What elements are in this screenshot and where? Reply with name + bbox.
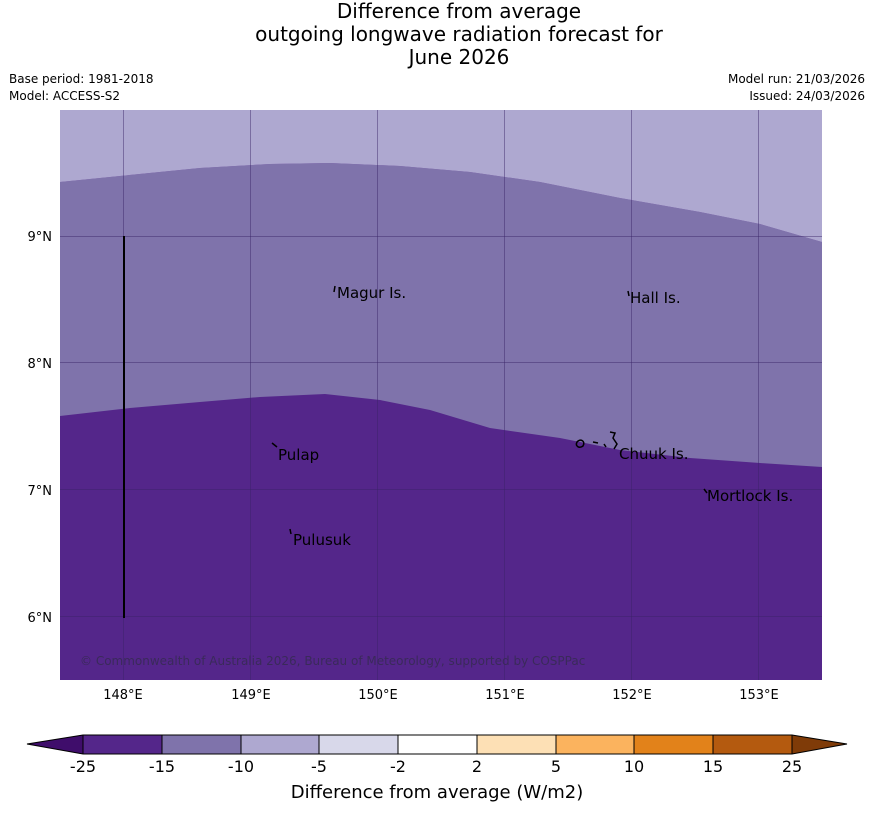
lon-tick: 153°E [739, 688, 779, 703]
colorbar-swatch [713, 735, 792, 754]
title-line-1: Difference from average [336, 0, 582, 23]
colorbar-swatch [83, 735, 162, 754]
colorbar: -25 -15 -10 -5 -2 2 5 10 15 25 Differenc… [26, 734, 848, 803]
issued-date: Issued: 24/03/2026 [749, 89, 865, 103]
colorbar-swatch [319, 735, 398, 754]
model-run: Model run: 21/03/2026 [727, 72, 865, 86]
colorbar-over-arrow [792, 735, 847, 754]
colorbar-under-arrow [27, 735, 83, 754]
place-label-hall: Hall Is. [630, 289, 681, 307]
place-label-pulusuk: Pulusuk [293, 531, 351, 549]
lon-tick: 149°E [231, 688, 271, 703]
colorbar-swatch [241, 735, 319, 754]
island-outline [703, 488, 708, 494]
colorbar-tick: -25 [70, 757, 96, 776]
lon-tick: 152°E [612, 688, 652, 703]
band-minus-15-to-minus-10 [60, 163, 822, 467]
island-outline [592, 441, 599, 444]
copyright-notice: © Commonwealth of Australia 2026, Bureau… [80, 654, 585, 668]
lat-tick-labels: 9°N 8°N 7°N 6°N [28, 230, 53, 626]
island-outlines [271, 285, 708, 535]
lat-tick: 8°N [28, 357, 53, 372]
base-period: Base period: 1981-2018 [9, 72, 154, 86]
colorbar-tick: 2 [472, 757, 482, 776]
band-minus-10-to-minus-5 [60, 110, 822, 242]
chart-title: Difference from average outgoing longwav… [0, 0, 873, 69]
island-outline [603, 443, 607, 448]
colorbar-swatch [556, 735, 634, 754]
colorbar-tick: -15 [149, 757, 175, 776]
place-label-magur: Magur Is. [337, 284, 406, 302]
chuuk-reef [609, 431, 618, 450]
lon-tick-labels: 148°E 149°E 150°E 151°E 152°E 153°E [103, 688, 779, 703]
map-area: Magur Is. Hall Is. Pulap Chuuk Is. Mortl… [60, 110, 822, 680]
colorbar-dividers [82, 735, 793, 754]
island-outline [271, 442, 278, 448]
place-label-pulap: Pulap [278, 446, 319, 464]
colorbar-tick: -10 [228, 757, 254, 776]
place-label-chuuk: Chuuk Is. [619, 445, 688, 463]
title-line-2: outgoing longwave radiation forecast for [255, 22, 663, 46]
colorbar-swatch [634, 735, 713, 754]
meta-right: Model run: 21/03/2026 Issued: 24/03/2026 [728, 71, 865, 105]
colorbar-tick: -5 [311, 757, 327, 776]
lon-tick: 151°E [485, 688, 525, 703]
lat-tick: 6°N [28, 611, 53, 626]
lon-tick: 148°E [103, 688, 143, 703]
colorbar-tick: 15 [703, 757, 723, 776]
colorbar-swatch [162, 735, 241, 754]
island-outline [289, 528, 292, 535]
island-outline [627, 290, 630, 297]
colorbar-tick-labels: -25 -15 -10 -5 -2 2 5 10 15 25 [70, 757, 802, 776]
place-label-mortlock: Mortlock Is. [707, 487, 793, 505]
lat-tick: 7°N [28, 484, 53, 499]
colorbar-tick: 5 [551, 757, 561, 776]
colorbar-tick: -2 [390, 757, 406, 776]
colorbar-tick: 25 [782, 757, 802, 776]
colorbar-tick: 10 [624, 757, 644, 776]
colorbar-label: Difference from average (W/m2) [291, 782, 583, 803]
colorbar-swatch [477, 735, 556, 754]
title-line-3: June 2026 [408, 45, 510, 69]
lat-tick: 9°N [28, 230, 53, 245]
island-outline [333, 285, 336, 293]
meta-left: Base period: 1981-2018 Model: ACCESS-S2 [9, 71, 154, 105]
lon-tick: 150°E [358, 688, 398, 703]
chuuk-lagoon-island [575, 439, 585, 448]
model-name: Model: ACCESS-S2 [9, 89, 121, 103]
colorbar-swatch [398, 735, 477, 754]
